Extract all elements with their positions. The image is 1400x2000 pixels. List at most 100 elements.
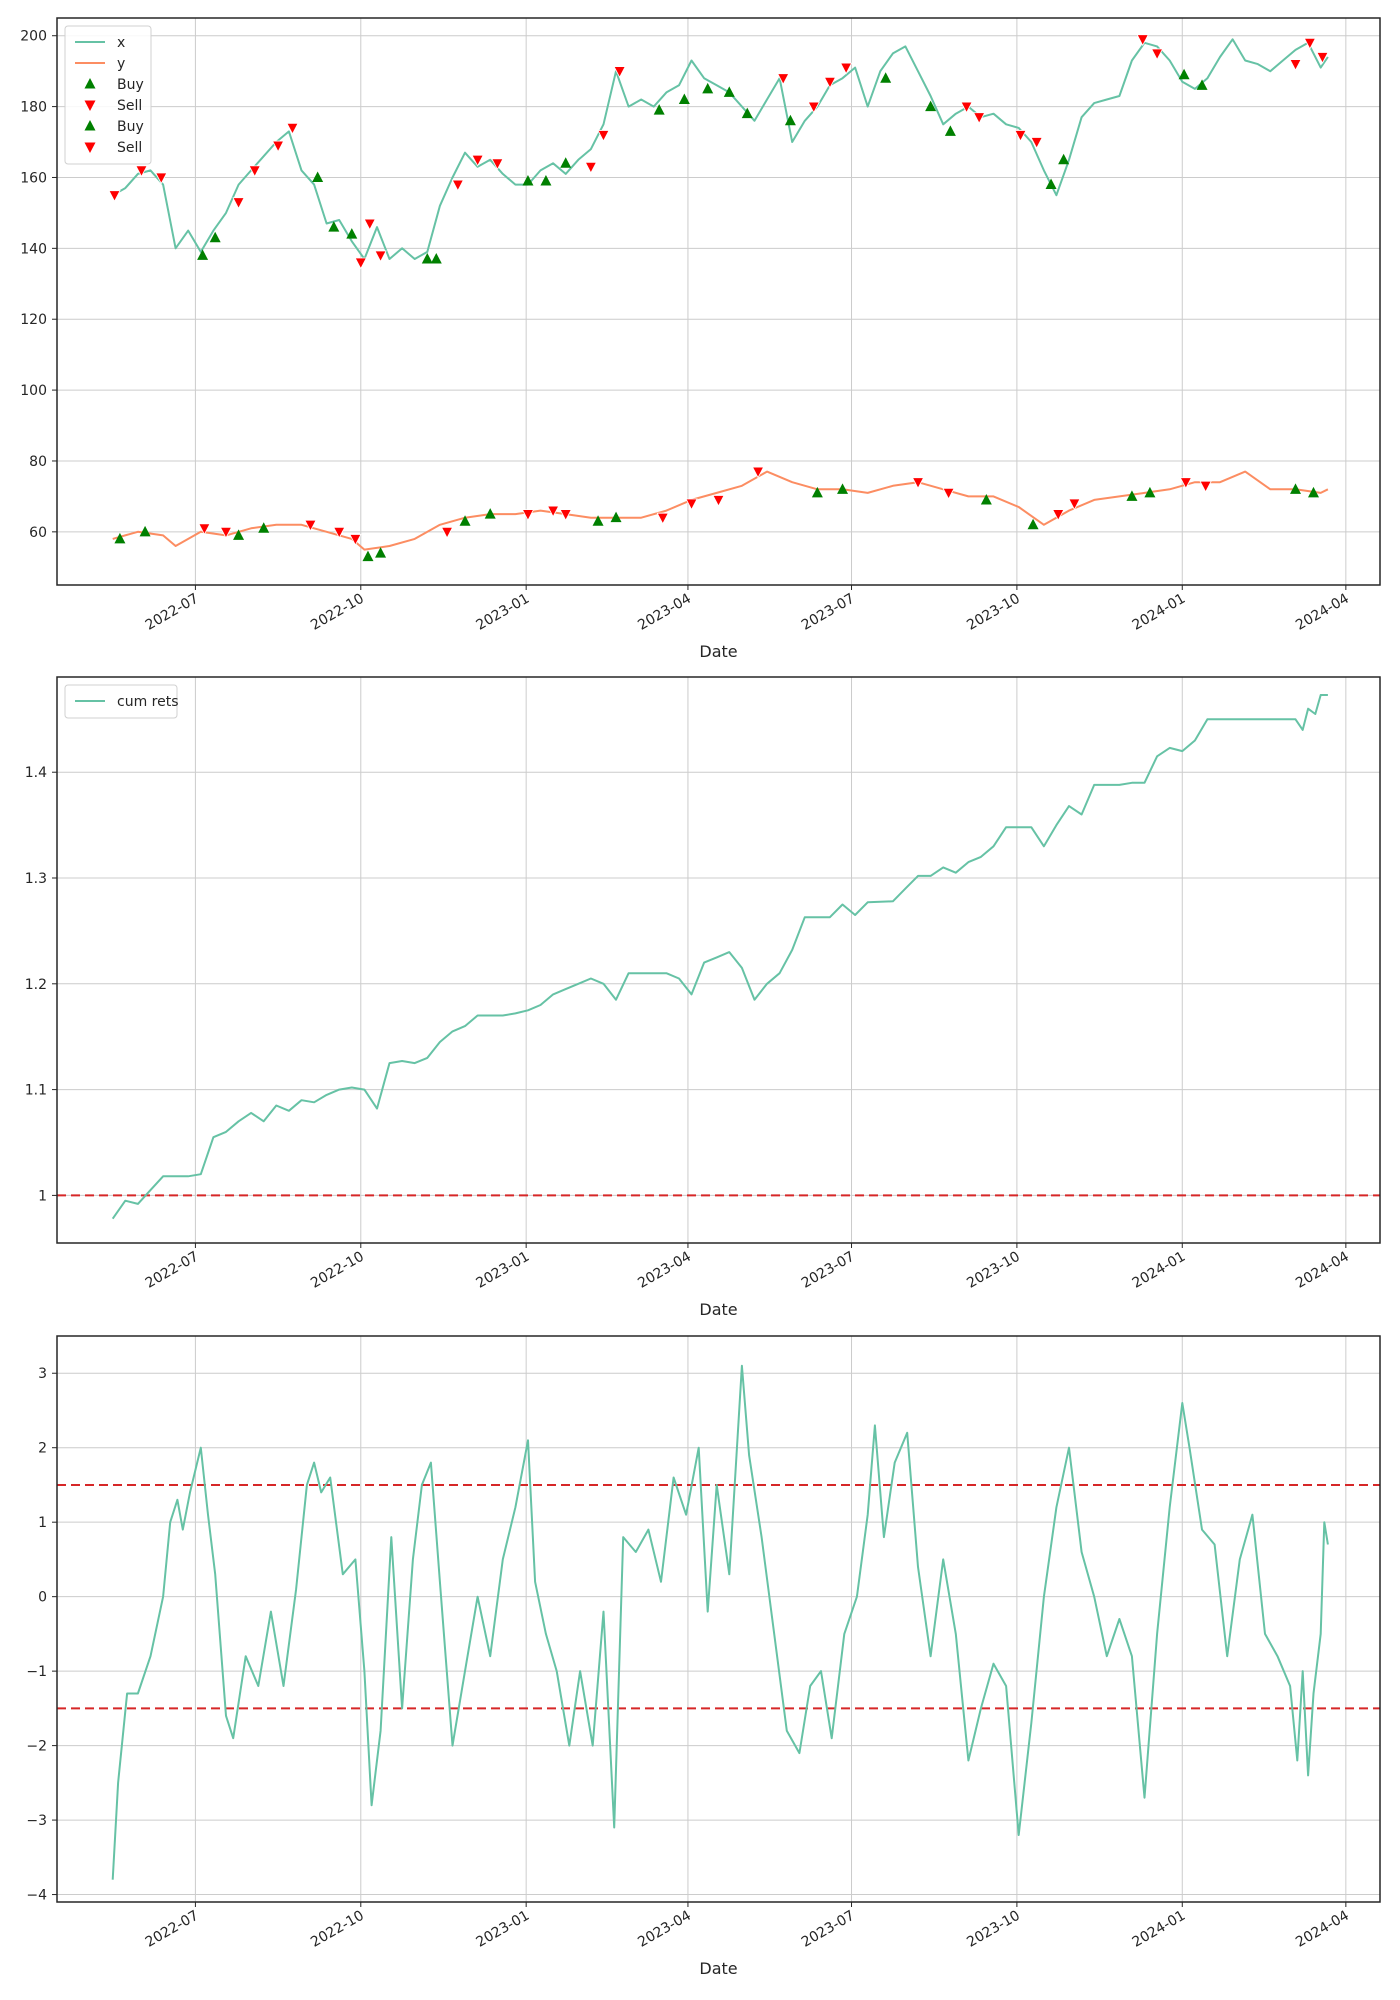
y-tick-label: 120 <box>20 312 47 328</box>
sell-marker <box>304 519 317 532</box>
y-tick-label: 60 <box>29 525 47 541</box>
y-tick-label: 2 <box>38 1441 47 1457</box>
y-tick-label: −2 <box>26 1739 47 1755</box>
sell-marker <box>363 218 376 231</box>
buy-marker <box>197 249 209 260</box>
legend-entry: Sell <box>117 140 142 156</box>
buy-marker <box>362 550 374 562</box>
sell-marker <box>440 526 454 539</box>
y-tick-label: 1.4 <box>25 765 47 781</box>
sell-marker <box>839 62 853 75</box>
buy-marker <box>1196 79 1208 90</box>
legend: xy Buy Sell Buy Sell <box>64 25 152 165</box>
sell-marker <box>135 165 148 178</box>
buy-marker <box>678 93 690 105</box>
sell-marker <box>1179 477 1193 490</box>
legend-sell-marker <box>84 142 96 153</box>
sell-marker <box>559 509 572 521</box>
series-line-cum-rets <box>111 694 1328 1220</box>
sell-marker <box>354 257 367 270</box>
y-tick-label: 140 <box>20 241 47 257</box>
sell-marker <box>972 112 986 125</box>
sell-marker <box>1136 34 1149 47</box>
buy-marker <box>209 231 221 243</box>
buy-marker <box>980 493 992 505</box>
buy-marker <box>540 175 552 186</box>
sell-marker <box>1150 48 1164 61</box>
buy-marker <box>1027 518 1039 530</box>
buy-marker <box>375 547 387 558</box>
y-tick-label: 1.3 <box>25 871 47 887</box>
y-tick-label: 0 <box>38 1590 47 1606</box>
buy-marker <box>459 515 471 526</box>
sell-marker <box>777 73 790 86</box>
legend: cum rets <box>64 684 179 719</box>
buy-marker <box>610 511 622 523</box>
legend-entry: x <box>117 35 125 51</box>
sell-marker <box>1052 509 1065 521</box>
sell-marker <box>584 161 598 174</box>
sell-marker <box>451 179 465 192</box>
sell-marker <box>597 130 610 142</box>
y-tick-label: 1.2 <box>25 977 47 993</box>
legend-entry: Sell <box>117 98 142 114</box>
buy-marker <box>1144 486 1156 498</box>
y-tick-label: −3 <box>26 1813 47 1829</box>
sell-marker <box>374 250 387 263</box>
legend-entry: Buy <box>117 77 144 93</box>
sell-marker <box>349 534 362 546</box>
buy-marker <box>702 82 714 94</box>
buy-marker <box>421 252 433 264</box>
sell-marker <box>960 101 973 114</box>
buy-marker <box>258 522 270 533</box>
buy-marker <box>312 171 324 182</box>
buy-marker <box>484 508 496 519</box>
sell-marker <box>271 140 285 153</box>
plot-frame <box>56 17 1381 586</box>
sell-marker <box>1289 59 1302 71</box>
gridlines <box>57 677 1380 1243</box>
legend-buy-marker <box>84 78 96 89</box>
sell-marker <box>521 509 535 521</box>
buy-marker <box>522 175 534 186</box>
sell-marker <box>155 172 168 185</box>
sell-marker <box>219 526 233 539</box>
buy-marker <box>784 114 796 126</box>
sell-marker <box>546 505 560 518</box>
y-tick-label: 180 <box>20 100 47 116</box>
buy-marker <box>944 125 956 136</box>
buy-marker <box>723 86 735 97</box>
buy-marker <box>811 486 823 498</box>
gridlines <box>57 18 1380 585</box>
y-tick-label: 1 <box>38 1188 47 1204</box>
sell-marker <box>1030 137 1043 149</box>
sell-marker <box>712 495 725 507</box>
sell-marker <box>248 165 261 178</box>
sell-markers <box>108 34 1329 546</box>
buy-marker <box>560 157 572 168</box>
sell-marker <box>1068 498 1081 511</box>
sell-marker <box>1316 52 1329 64</box>
legend-buy-marker <box>84 120 96 131</box>
plot-frame <box>56 1335 1381 1903</box>
buy-marker <box>1045 178 1057 190</box>
buy-marker <box>1307 486 1319 498</box>
buy-markers <box>114 68 1319 562</box>
sell-marker <box>198 523 211 536</box>
sell-marker <box>911 477 925 490</box>
sell-marker <box>685 498 698 511</box>
buy-marker <box>1058 153 1070 165</box>
legend-entry: cum rets <box>117 694 179 710</box>
sell-marker <box>823 76 837 89</box>
y-tick-label: −4 <box>26 1888 47 1904</box>
y-tick-label: 100 <box>20 383 47 399</box>
buy-marker <box>430 252 442 264</box>
buy-marker <box>346 228 358 239</box>
buy-marker <box>880 72 892 83</box>
y-tick-label: 200 <box>20 29 47 45</box>
y-tick-label: 3 <box>38 1366 47 1382</box>
sell-marker <box>108 190 121 203</box>
sell-marker <box>942 487 955 500</box>
buy-marker <box>653 104 665 115</box>
buy-marker <box>925 100 937 112</box>
